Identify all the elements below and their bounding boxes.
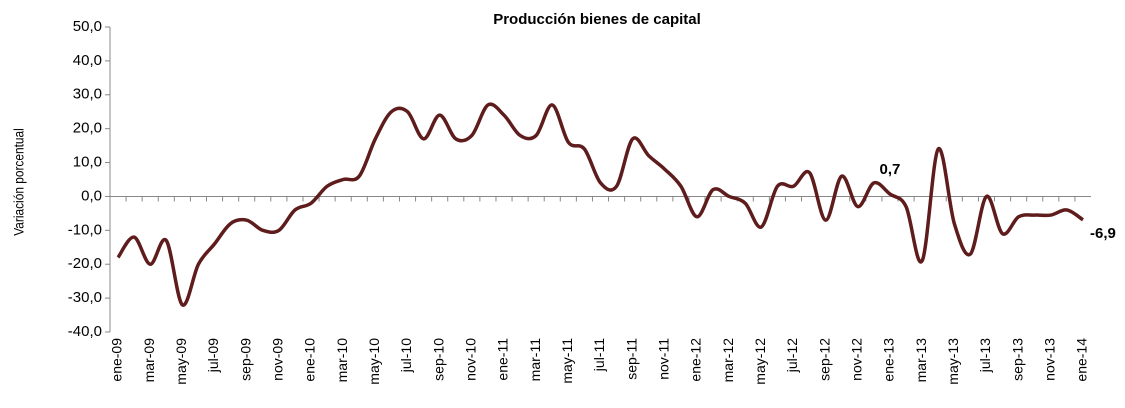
x-tick-label: nov-12	[849, 338, 865, 381]
y-tick-label: -10,0	[68, 221, 102, 238]
x-tick-label: sep-11	[623, 338, 639, 380]
x-tick-label: may-12	[752, 338, 768, 385]
y-tick-label: 40,0	[73, 52, 102, 69]
y-tick-label: -20,0	[68, 255, 102, 272]
x-tick-label: may-09	[173, 338, 189, 385]
y-tick-label: 20,0	[73, 120, 102, 137]
x-tick-label: mar-13	[913, 338, 929, 383]
data-label: -6,9	[1090, 225, 1116, 242]
x-tick-label: sep-10	[430, 338, 446, 381]
x-tick-label: may-13	[945, 338, 961, 385]
x-tick-label: may-10	[366, 338, 382, 385]
x-tick-label: nov-10	[463, 338, 479, 381]
x-tick-label: jul-09	[205, 338, 221, 373]
y-tick-label: 50,0	[73, 18, 102, 35]
x-tick-label: ene-11	[495, 338, 511, 381]
x-tick-label: nov-11	[656, 338, 672, 380]
x-tick-label: sep-09	[237, 338, 253, 381]
x-tick-label: sep-13	[1009, 338, 1025, 381]
x-tick-label: jul-11	[591, 338, 607, 372]
x-tick-label: jul-13	[977, 338, 993, 373]
x-tick-label: jul-10	[398, 338, 414, 373]
x-tick-label: mar-11	[527, 338, 543, 382]
x-tick-label: jul-12	[784, 338, 800, 373]
x-tick-label: ene-09	[109, 338, 125, 382]
x-tick-label: sep-12	[816, 338, 832, 381]
x-tick-label: ene-12	[688, 338, 704, 382]
x-tick-label: mar-10	[334, 338, 350, 383]
y-tick-label: 10,0	[73, 154, 102, 171]
y-axis-label: Variación porcentual	[11, 128, 27, 236]
x-tick-label: mar-12	[720, 338, 736, 383]
data-label: 0,7	[880, 161, 901, 178]
y-tick-label: -40,0	[68, 323, 102, 340]
x-tick-label: may-11	[559, 338, 575, 384]
x-tick-label: ene-14	[1074, 338, 1090, 382]
x-tick-label: ene-13	[881, 338, 897, 382]
y-tick-label: -30,0	[68, 289, 102, 306]
y-tick-label: 30,0	[73, 86, 102, 103]
chart-title: Producción bienes de capital	[493, 11, 701, 28]
x-tick-label: mar-09	[141, 338, 157, 383]
line	[116, 102, 1084, 307]
y-tick-label: 0,0	[81, 187, 102, 204]
x-tick-label: ene-10	[302, 338, 318, 382]
x-tick-label: nov-09	[270, 338, 286, 381]
x-tick-label: nov-13	[1041, 338, 1057, 381]
